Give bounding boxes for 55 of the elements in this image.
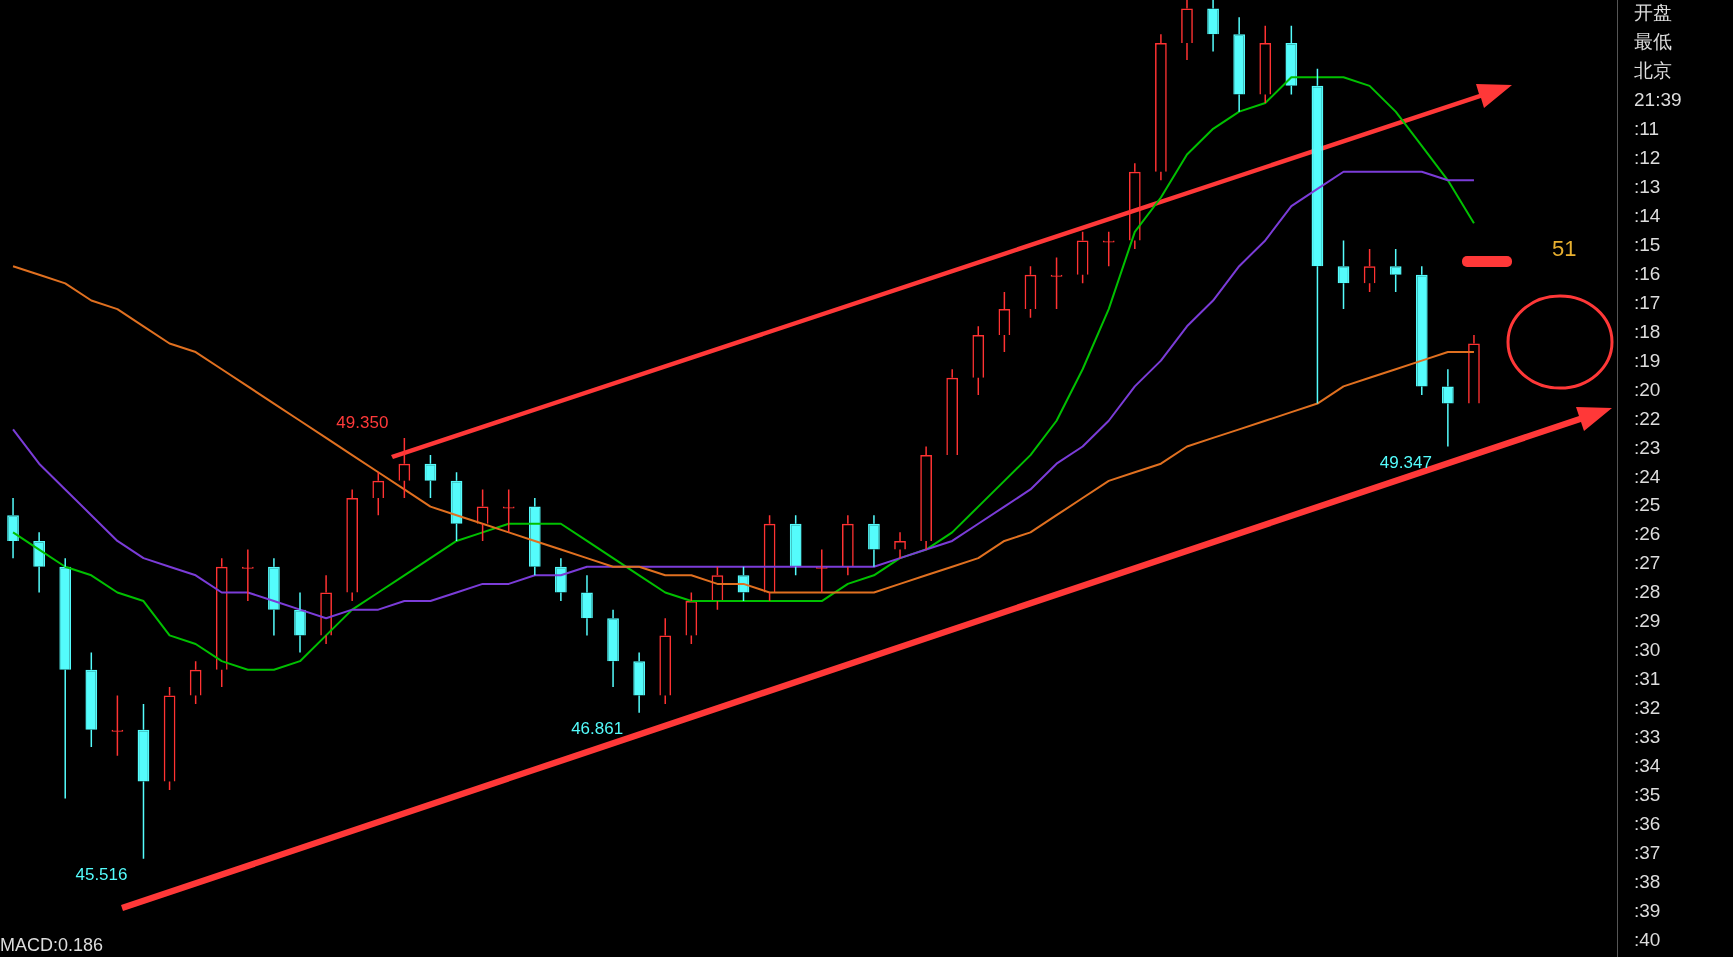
text: :26 (1633, 522, 1662, 547)
text: :34 (1633, 754, 1662, 779)
candlestick (1415, 265, 1428, 396)
candlestick (1311, 67, 1324, 405)
candlestick (607, 608, 619, 688)
text: 45.516 (75, 864, 128, 884)
text: MACD:0.186 (0, 935, 104, 956)
candlestick (1285, 25, 1298, 96)
text: :11 (1633, 116, 1660, 141)
text: :32 (1633, 696, 1662, 721)
text: :16 (1633, 261, 1662, 286)
text: 开盘 (1633, 1, 1673, 25)
candlestick (450, 471, 463, 542)
text: :36 (1633, 812, 1662, 837)
text: :33 (1633, 725, 1662, 750)
candlestick (1233, 16, 1246, 113)
text: 21:39 (1633, 87, 1683, 112)
candlestick (33, 531, 45, 594)
text: 49.350 (336, 413, 389, 433)
text: 46.861 (571, 718, 624, 738)
text: :13 (1633, 174, 1662, 199)
text: :37 (1633, 841, 1662, 866)
text: :38 (1633, 870, 1662, 895)
text: :27 (1633, 551, 1662, 576)
text: :23 (1633, 435, 1662, 460)
text: :29 (1633, 609, 1662, 634)
text: :40 (1633, 928, 1662, 952)
candlestick (137, 703, 150, 860)
text: :24 (1633, 464, 1662, 489)
text: :25 (1633, 493, 1662, 518)
text: 最低 (1633, 29, 1673, 54)
candlestick (868, 514, 880, 568)
text: :18 (1633, 319, 1662, 344)
text: :39 (1633, 899, 1662, 924)
text: :20 (1633, 377, 1662, 402)
text: 51 (1552, 236, 1577, 262)
text: :12 (1633, 145, 1662, 170)
candlestick (528, 497, 541, 577)
candlestick (581, 574, 593, 637)
text: :17 (1633, 290, 1662, 315)
text: :15 (1633, 232, 1662, 257)
text: :35 (1633, 783, 1662, 808)
candlestick (294, 591, 306, 654)
candlestick (1207, 0, 1219, 53)
text: 49.347 (1379, 452, 1432, 472)
text: 北京 (1633, 58, 1673, 83)
candlestick (85, 651, 98, 748)
text: :19 (1633, 348, 1662, 373)
candlestick (633, 651, 646, 714)
text: :14 (1633, 203, 1662, 228)
text: :22 (1633, 406, 1662, 431)
candlestick (59, 557, 72, 800)
text: :31 (1633, 667, 1662, 692)
text: :30 (1633, 638, 1662, 663)
text: :28 (1633, 580, 1662, 605)
